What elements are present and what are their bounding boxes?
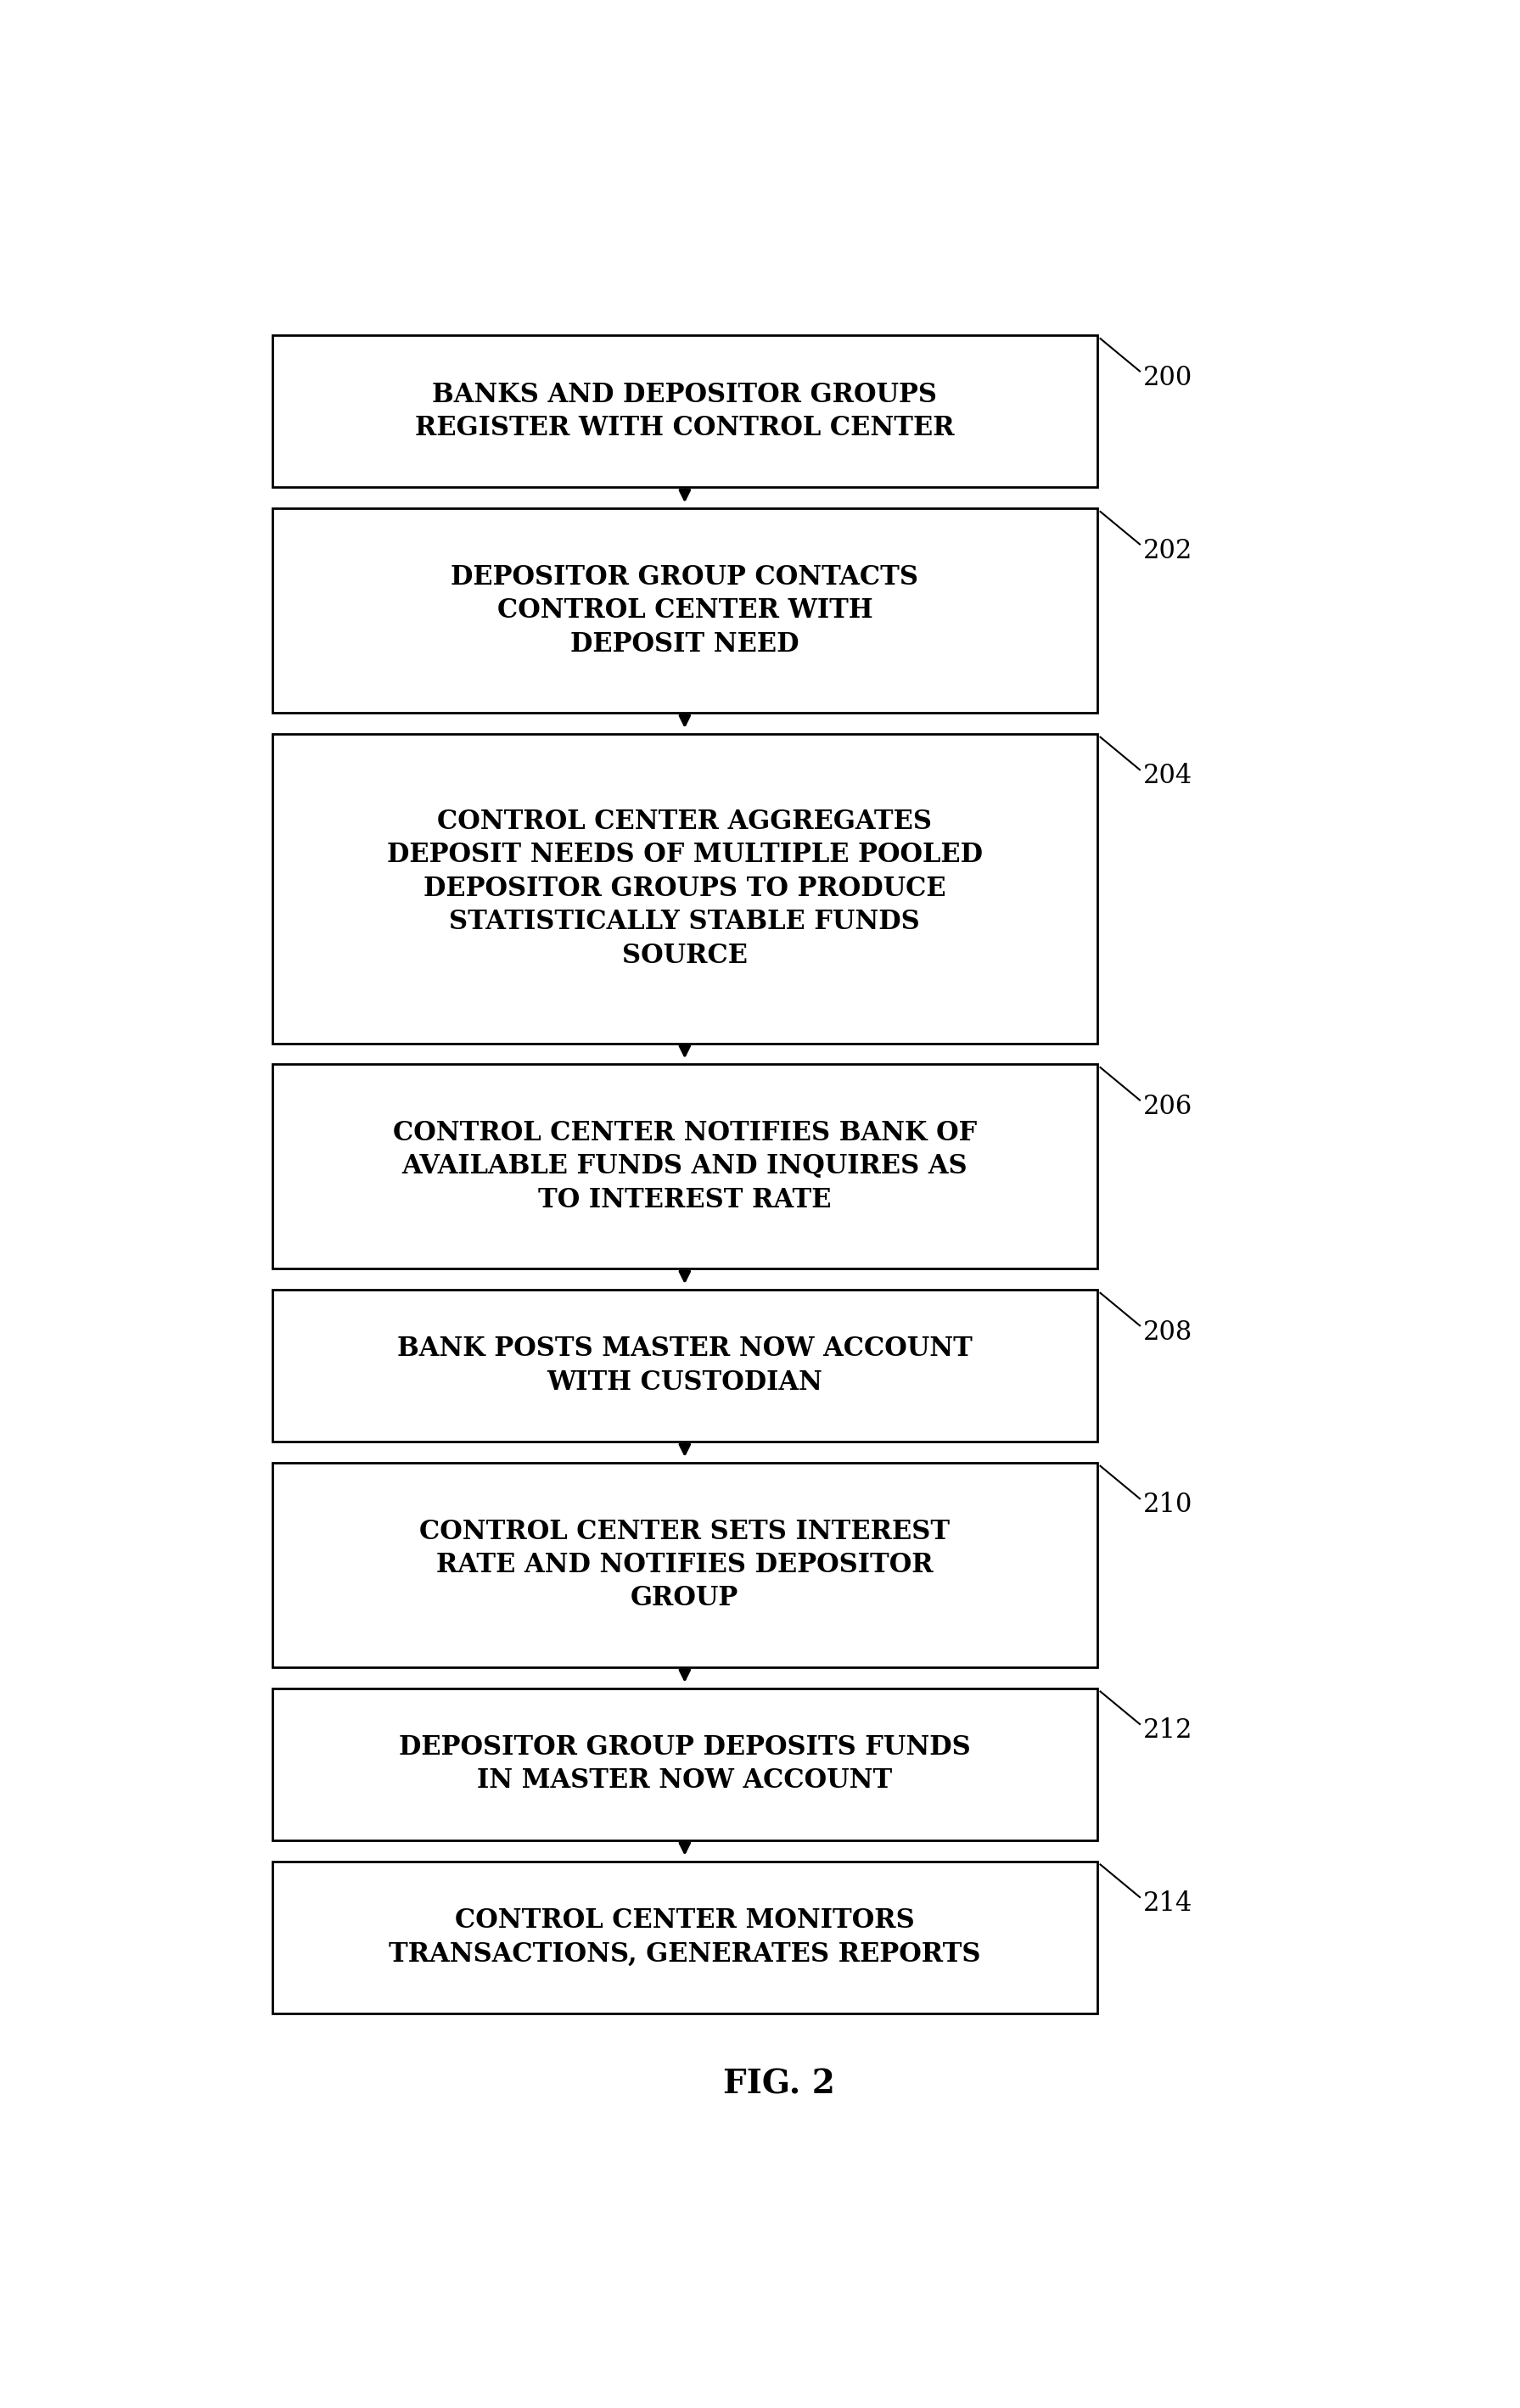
Bar	[272, 508, 1097, 713]
Text: 202: 202	[1143, 537, 1193, 563]
Text: BANKS AND DEPOSITOR GROUPS
REGISTER WITH CONTROL CENTER: BANKS AND DEPOSITOR GROUPS REGISTER WITH…	[415, 380, 955, 441]
Text: 204: 204	[1143, 763, 1192, 790]
Text: 206: 206	[1143, 1093, 1193, 1120]
Bar	[272, 1064, 1097, 1269]
Text: 208: 208	[1143, 1320, 1193, 1346]
Bar	[272, 1861, 1097, 2013]
Text: 200: 200	[1143, 364, 1193, 390]
Text: CONTROL CENTER NOTIFIES BANK OF
AVAILABLE FUNDS AND INQUIRES AS
TO INTEREST RATE: CONTROL CENTER NOTIFIES BANK OF AVAILABL…	[392, 1120, 977, 1214]
Bar	[272, 335, 1097, 486]
Text: 210: 210	[1143, 1493, 1193, 1519]
Text: 214: 214	[1143, 1890, 1193, 1917]
Text: DEPOSITOR GROUP DEPOSITS FUNDS
IN MASTER NOW ACCOUNT: DEPOSITOR GROUP DEPOSITS FUNDS IN MASTER…	[398, 1734, 971, 1794]
Text: CONTROL CENTER MONITORS
TRANSACTIONS, GENERATES REPORTS: CONTROL CENTER MONITORS TRANSACTIONS, GE…	[389, 1907, 980, 1967]
Text: FIG. 2: FIG. 2	[724, 2068, 834, 2100]
Text: CONTROL CENTER SETS INTEREST
RATE AND NOTIFIES DEPOSITOR
GROUP: CONTROL CENTER SETS INTEREST RATE AND NO…	[420, 1519, 950, 1611]
Bar	[272, 1462, 1097, 1666]
Bar	[272, 734, 1097, 1043]
Text: DEPOSITOR GROUP CONTACTS
CONTROL CENTER WITH
DEPOSIT NEED: DEPOSITOR GROUP CONTACTS CONTROL CENTER …	[451, 563, 918, 657]
Text: BANK POSTS MASTER NOW ACCOUNT
WITH CUSTODIAN: BANK POSTS MASTER NOW ACCOUNT WITH CUSTO…	[397, 1336, 973, 1397]
Text: CONTROL CENTER AGGREGATES
DEPOSIT NEEDS OF MULTIPLE POOLED
DEPOSITOR GROUPS TO P: CONTROL CENTER AGGREGATES DEPOSIT NEEDS …	[388, 809, 982, 968]
Text: 212: 212	[1143, 1717, 1193, 1743]
Bar	[272, 1688, 1097, 1840]
Bar	[272, 1291, 1097, 1442]
